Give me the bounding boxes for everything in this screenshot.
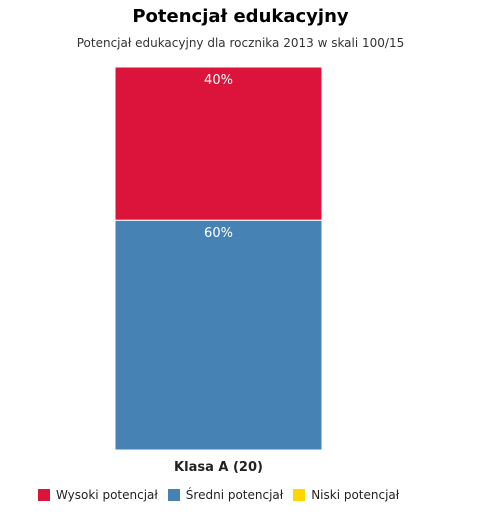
legend-label-niski: Niski potencjał xyxy=(311,488,400,502)
chart-title: Potencjał edukacyjny xyxy=(132,6,349,27)
chart-subtitle: Potencjał edukacyjny dla rocznika 2013 w… xyxy=(76,36,405,50)
legend-label-sredni: Średni potencjał xyxy=(185,488,284,502)
legend-swatch-niski xyxy=(293,489,306,501)
legend-item-sredni[interactable]: Średni potencjał xyxy=(167,488,284,502)
bar-data-label-0: 40% xyxy=(204,73,233,88)
legend-item-wysoki[interactable]: Wysoki potencjał xyxy=(38,488,158,502)
x-tick-label: Klasa A (20) xyxy=(174,460,263,475)
bar-segment-0[interactable] xyxy=(114,66,323,221)
legend-item-niski[interactable]: Niski potencjał xyxy=(293,488,399,502)
legend-swatch-sredni xyxy=(167,489,180,501)
legend-label-wysoki: Wysoki potencjał xyxy=(56,488,158,502)
bar-data-label-1: 60% xyxy=(204,226,233,241)
bar-segment-1[interactable] xyxy=(114,219,323,451)
legend-swatch-wysoki xyxy=(38,489,50,501)
chart-legend: Wysoki potencjał Średni potencjał Niski … xyxy=(38,488,409,502)
